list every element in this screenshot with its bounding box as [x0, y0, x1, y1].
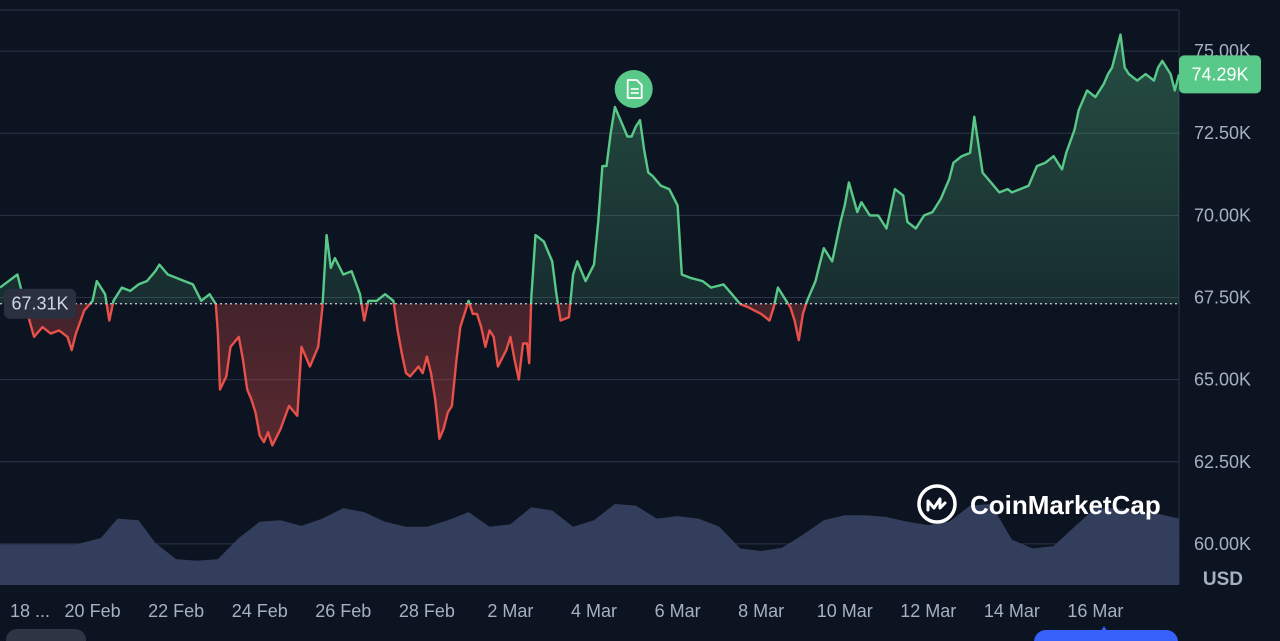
y-axis: 75.00K72.50K70.00K67.50K65.00K62.50K60.0…: [1194, 41, 1251, 554]
area-below-reference: [24, 303, 807, 446]
x-tick-label: 8 Mar: [738, 601, 784, 621]
y-tick-label: 70.00K: [1194, 205, 1251, 225]
x-tick-label: 12 Mar: [900, 601, 956, 621]
coinmarketcap-watermark: CoinMarketCap: [917, 484, 1161, 524]
x-tick-label: 16 Mar: [1067, 601, 1123, 621]
price-line-below-reference: [23, 303, 808, 447]
area-above-reference: [0, 34, 1179, 304]
scroll-handle-bottom[interactable]: [6, 629, 86, 641]
svg-text:67.31K: 67.31K: [11, 294, 68, 314]
x-tick-label: 18 ...: [10, 601, 50, 621]
y-tick-label: 72.50K: [1194, 123, 1251, 143]
y-tick-label: 65.00K: [1194, 370, 1251, 390]
current-price-badge: 74.29K: [1179, 55, 1261, 94]
x-tick-label: 2 Mar: [487, 601, 533, 621]
x-axis: 18 ... 20 Feb 22 Feb 24 Feb 26 Feb 28 Feb 2 Ma…: [10, 601, 1123, 621]
volume-series: [0, 504, 1179, 585]
bottom-nav-pill[interactable]: [1034, 626, 1178, 641]
y-tick-label: 60.00K: [1194, 534, 1251, 554]
x-tick-label: 26 Feb: [315, 601, 371, 621]
currency-label: USD: [1203, 569, 1243, 590]
volume-area: [0, 504, 1179, 585]
coinmarketcap-logo-icon: [917, 484, 957, 524]
event-marker[interactable]: [614, 70, 653, 108]
svg-text:74.29K: 74.29K: [1191, 64, 1248, 84]
x-tick-label: 24 Feb: [232, 601, 288, 621]
x-tick-label: 28 Feb: [399, 601, 455, 621]
reference-price-badge: 67.31K: [4, 288, 76, 319]
document-icon: [626, 79, 643, 99]
x-tick-label: 10 Mar: [817, 601, 873, 621]
y-tick-label: 67.50K: [1194, 288, 1251, 308]
x-tick-label: 4 Mar: [571, 601, 617, 621]
price-line-above-reference: [0, 33, 1181, 304]
x-tick-label: 22 Feb: [148, 601, 204, 621]
y-tick-label: 62.50K: [1194, 452, 1251, 472]
brand-name: CoinMarketCap: [970, 490, 1161, 520]
x-tick-label: 14 Mar: [984, 601, 1040, 621]
x-tick-label: 6 Mar: [655, 601, 701, 621]
x-tick-label: 20 Feb: [65, 601, 121, 621]
